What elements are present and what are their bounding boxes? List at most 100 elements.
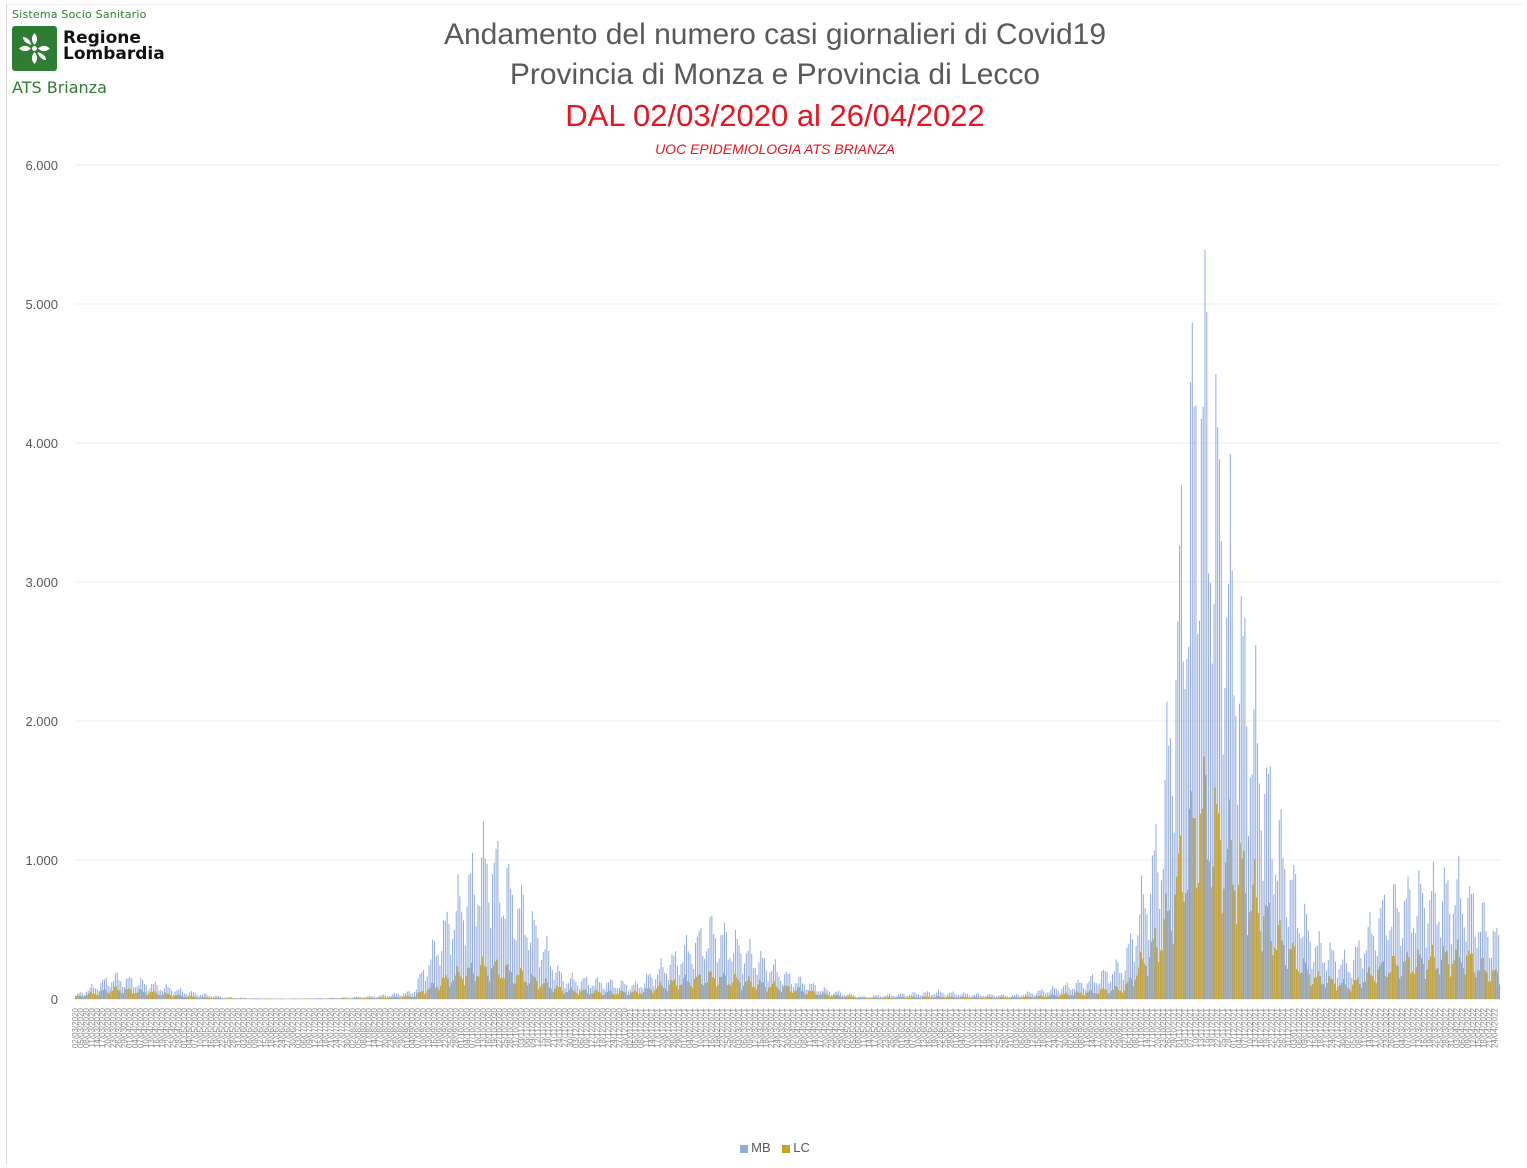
bar-mb [1304, 903, 1306, 999]
bar-lc [171, 996, 173, 999]
x-tick-label: 12/08/2021 [1028, 1007, 1037, 1048]
bar-mb [1135, 945, 1137, 999]
bar-lc [164, 992, 166, 999]
bar-mb [640, 986, 642, 999]
x-tick-label: 16/05/2020 [207, 1007, 216, 1048]
bar-lc [195, 997, 197, 999]
bar-mb [508, 863, 510, 999]
bar-lc [1359, 983, 1361, 999]
bar-mb [490, 927, 492, 999]
bar-mb [1289, 879, 1291, 999]
bar-mb [250, 998, 252, 999]
bar-mb [600, 983, 602, 999]
bar-lc [849, 996, 851, 999]
bar-lc [394, 996, 396, 999]
bar-lc [802, 991, 804, 999]
bar-lc [211, 998, 213, 999]
bar-mb [916, 994, 918, 999]
bar-lc [871, 997, 873, 999]
bar-lc [799, 987, 801, 999]
bar-mb [80, 992, 82, 999]
bar-lc [1147, 975, 1149, 999]
bar-lc [715, 986, 717, 999]
bar-lc [1343, 978, 1345, 999]
bar-mb [1489, 957, 1491, 999]
bar-mb [1014, 994, 1016, 999]
bar-lc [1266, 906, 1268, 999]
bar-mb [446, 911, 448, 999]
bar-lc [151, 991, 153, 999]
x-tick-label: 05/02/2022 [1349, 1007, 1358, 1048]
bar-mb [357, 996, 359, 999]
bar-lc [527, 985, 529, 999]
bar-lc [121, 993, 123, 999]
bar-mb [745, 953, 747, 999]
bar-mb [1438, 921, 1440, 999]
bar-lc [918, 997, 920, 999]
bar-lc [1272, 955, 1274, 999]
bar-lc [1464, 974, 1466, 999]
bar-mb [1193, 407, 1195, 999]
x-tick-label: 13/02/2021 [702, 1007, 711, 1048]
bar-mb [934, 994, 936, 999]
bar-mb [658, 968, 660, 999]
bar-mb [87, 990, 89, 999]
bar-lc [637, 994, 639, 999]
bar-lc [1335, 990, 1337, 999]
bar-lc [570, 987, 572, 999]
bar-lc [155, 992, 157, 999]
bar-lc [1297, 971, 1299, 999]
x-tick-label: 02/02/2022 [1344, 1007, 1353, 1048]
x-tick-label: 11/04/2021 [805, 1007, 814, 1047]
bar-lc [1386, 977, 1388, 999]
bar-lc [603, 995, 605, 999]
bar-mb [1325, 970, 1327, 999]
bar-lc [141, 989, 143, 999]
bar-lc [617, 993, 619, 999]
bar-mb [997, 995, 999, 999]
x-tick-label: 14/08/2020 [370, 1007, 379, 1048]
x-tick-label: 21/11/2020 [550, 1007, 559, 1047]
bar-mb [488, 902, 490, 999]
bar-mb [1110, 981, 1112, 999]
bar-mb [1099, 983, 1101, 999]
bar-mb [1300, 938, 1302, 999]
bar-lc [1462, 968, 1464, 999]
bar-lc [753, 986, 755, 999]
bar-mb [167, 986, 169, 999]
bar-mb [1012, 994, 1014, 999]
bar-lc [1426, 969, 1428, 999]
bar-lc [920, 997, 922, 999]
bar-mb [620, 980, 622, 999]
bar-mb [305, 998, 307, 999]
bar-lc [1096, 993, 1098, 999]
bar-mb [963, 992, 965, 999]
bar-lc [1149, 957, 1151, 999]
x-tick-label: 16/10/2020 [484, 1007, 493, 1048]
bar-mb [1360, 957, 1362, 999]
bar-lc [1043, 997, 1045, 999]
bar-lc [505, 965, 507, 999]
bar-lc [915, 997, 917, 999]
bar-mb [774, 959, 776, 999]
x-tick-label: 15/12/2020 [593, 1007, 602, 1048]
bar-lc [1442, 945, 1444, 999]
bar-mb [847, 994, 849, 999]
bar-lc [768, 987, 770, 999]
bar-lc [1083, 995, 1085, 999]
bar-mb [832, 993, 834, 999]
x-tick-label: 15/03/2021 [756, 1007, 765, 1048]
bar-lc [1169, 910, 1171, 999]
bar-lc [791, 992, 793, 999]
bar-mb [214, 995, 216, 999]
bar-mb [1403, 900, 1405, 999]
bar-lc [820, 994, 822, 999]
bar-lc [1497, 972, 1499, 999]
x-tick-label: 25/07/2021 [996, 1007, 1005, 1048]
bar-lc [1379, 965, 1381, 999]
bar-mb [894, 996, 896, 999]
bar-mb [743, 963, 745, 999]
bar-mb [680, 964, 682, 999]
bar-mb [887, 994, 889, 999]
x-tick-label: 16/12/2021 [1257, 1007, 1266, 1048]
